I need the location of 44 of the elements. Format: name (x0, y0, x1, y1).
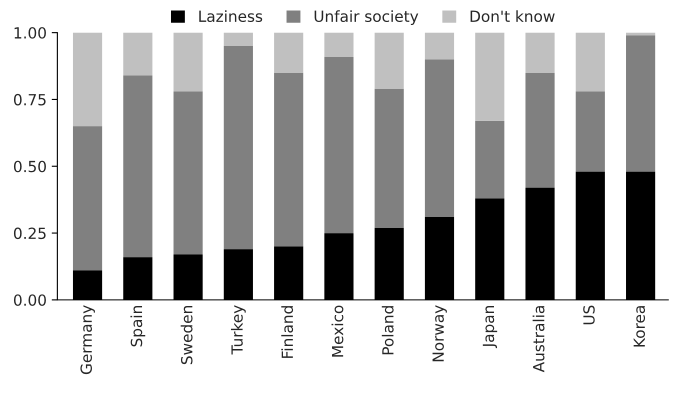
x-tick-label: Korea (634, 306, 646, 347)
bar (576, 91, 605, 172)
y-tick-label: 0.50 (14, 160, 46, 172)
bar (123, 32, 152, 76)
y-tick-label: 0.00 (14, 294, 46, 306)
x-tick-label: Sweden (180, 306, 193, 364)
bar (274, 72, 304, 246)
legend-label: Don't know (470, 10, 555, 22)
x-tick-label: Finland (281, 306, 294, 358)
x-tick-label: Spain (130, 306, 146, 346)
bar (424, 32, 454, 60)
bar (72, 32, 102, 126)
bar (274, 32, 304, 73)
legend-label: Laziness (199, 10, 262, 22)
bar (475, 120, 504, 198)
legend-label: Unfair society (314, 10, 418, 25)
bar (324, 32, 354, 57)
bar (174, 32, 203, 92)
bar (626, 32, 656, 36)
x-tick-label: Turkey (230, 305, 246, 355)
bar (174, 91, 203, 254)
bar (374, 88, 404, 228)
bar (123, 75, 152, 258)
bar (72, 126, 102, 270)
x-tick-label: US (583, 306, 595, 324)
bar (525, 32, 555, 73)
y-tick-label: 0.75 (14, 94, 46, 106)
x-tick-label: Mexico (332, 306, 344, 357)
bar (424, 59, 454, 218)
bar (626, 35, 656, 172)
bar (374, 32, 404, 89)
bar (576, 32, 605, 92)
y-tick-label: 0.25 (14, 228, 46, 240)
x-tick-label: Germany (80, 305, 95, 374)
bar (475, 32, 504, 121)
x-tick-label: Norway (432, 305, 447, 362)
x-tick-label: Japan (482, 306, 498, 348)
bar (324, 56, 354, 234)
bar (224, 32, 253, 46)
x-tick-label: Poland (382, 306, 394, 354)
bar (224, 46, 253, 250)
y-tick-label: 1.00 (14, 27, 46, 39)
bar (525, 72, 555, 188)
x-tick-label: Australia (532, 306, 544, 372)
